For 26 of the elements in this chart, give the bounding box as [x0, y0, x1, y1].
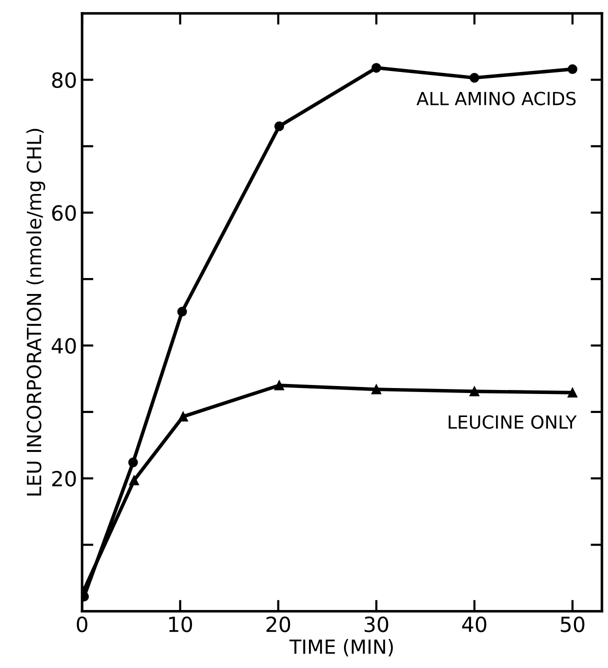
- point: [568, 388, 578, 398]
- legend-label: LEUCINE ONLY: [448, 415, 577, 429]
- point: [274, 121, 284, 132]
- y-tick-label: 80: [52, 72, 76, 88]
- x-tick-label: 0: [76, 616, 88, 632]
- x-tick-label: 20: [266, 616, 290, 632]
- point: [371, 384, 382, 394]
- y-tick-label: 60: [52, 205, 76, 221]
- x-tick-label: 40: [462, 616, 486, 632]
- point: [470, 72, 480, 83]
- point: [128, 458, 138, 468]
- point: [274, 380, 284, 390]
- x-tick-label: 50: [560, 616, 584, 632]
- point: [178, 412, 188, 422]
- point: [470, 386, 480, 396]
- y-axis-title: LEU INCORPORATION (nmole/mg CHL): [26, 128, 46, 496]
- point: [129, 475, 139, 486]
- point: [371, 62, 382, 73]
- x-tick-label: 10: [169, 616, 192, 632]
- point: [177, 306, 187, 316]
- x-tick-label: 30: [364, 616, 388, 632]
- y-tick-label: 40: [52, 338, 76, 354]
- y-tick-label: 20: [52, 470, 76, 487]
- x-axis-title: TIME (MIN): [289, 639, 393, 656]
- point: [568, 64, 578, 74]
- series-label: ALL AMINO ACIDS: [416, 92, 576, 106]
